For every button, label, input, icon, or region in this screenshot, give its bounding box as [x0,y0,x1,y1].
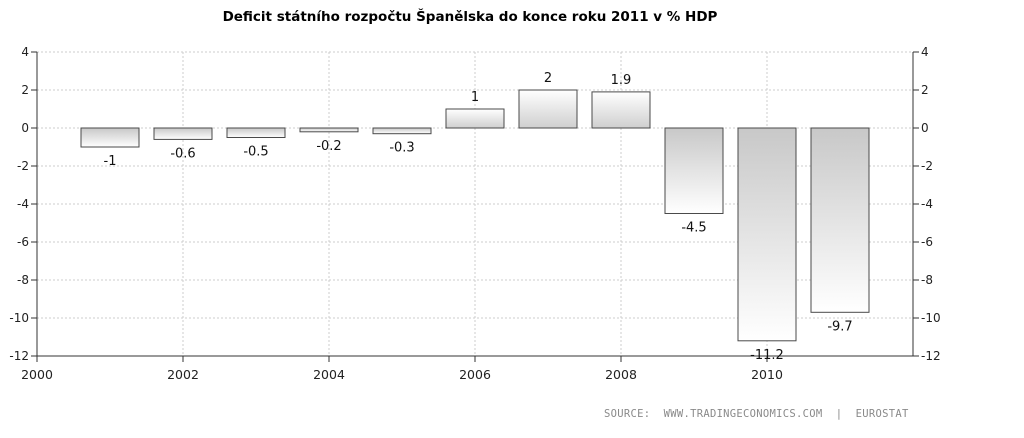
bar-2003 [226,127,286,138]
data-label-2006: 1 [471,90,479,105]
y-tick-label-left: 2 [21,83,29,97]
bars [80,89,870,342]
y-tick-label-right: 4 [921,45,929,59]
data-label-2010: -11.2 [750,348,784,363]
bar-2002 [153,127,213,140]
x-tick-label: 2006 [459,367,491,382]
bar-2007 [518,89,578,129]
y-tick-label-left: -6 [17,235,29,249]
bar-2008 [591,91,651,129]
y-tick-label-left: -8 [17,273,29,287]
y-tick-label-right: -2 [921,159,933,173]
y-tick-label-right: 0 [921,121,929,135]
data-labels: -1 -0.6 -0.5 -0.2 -0.3 1 2 1.9 -4.5 -11.2 -9.7 [104,71,853,363]
y-tick-label-left: -2 [17,159,29,173]
x-tick-label: 2010 [751,367,783,382]
y-tick-label-left: -12 [9,349,29,363]
x-tick-label: 2004 [313,367,345,382]
x-tick-label: 2000 [21,367,53,382]
data-label-2001: -1 [104,154,117,169]
data-label-2011: -9.7 [827,319,852,334]
y-tick-label-left: 0 [21,121,29,135]
bar-2011 [810,127,870,313]
bar-2006 [445,108,505,129]
bar-2010 [737,127,797,342]
y-tick-label-right: -10 [921,311,941,325]
y-tick-label-right: -4 [921,197,933,211]
y-tick-label-right: -12 [921,349,941,363]
bar-2001 [80,127,140,148]
y-tick-label-right: -8 [921,273,933,287]
data-label-2003: -0.5 [243,145,268,160]
y-tick-label-left: -10 [9,311,29,325]
data-label-2009: -4.5 [681,221,706,236]
x-tick-label: 2002 [167,367,199,382]
data-label-2007: 2 [544,71,552,86]
y-tick-label-left: 4 [21,45,29,59]
y-tick-label-left: -4 [17,197,29,211]
x-tick-label: 2008 [605,367,637,382]
chart-title: Deficit státního rozpočtu Španělska do k… [222,9,718,25]
data-label-2008: 1.9 [611,73,632,88]
y-tick-label-right: -6 [921,235,933,249]
bar-2009 [664,127,724,214]
data-label-2004: -0.2 [316,139,341,154]
bar-2005 [372,127,432,135]
source-credit: SOURCE: WWW.TRADINGECONOMICS.COM | EUROS… [604,408,909,420]
data-label-2002: -0.6 [170,146,195,161]
y-tick-label-right: 2 [921,83,929,97]
data-label-2005: -0.3 [389,141,414,156]
bar-2004 [299,127,359,133]
